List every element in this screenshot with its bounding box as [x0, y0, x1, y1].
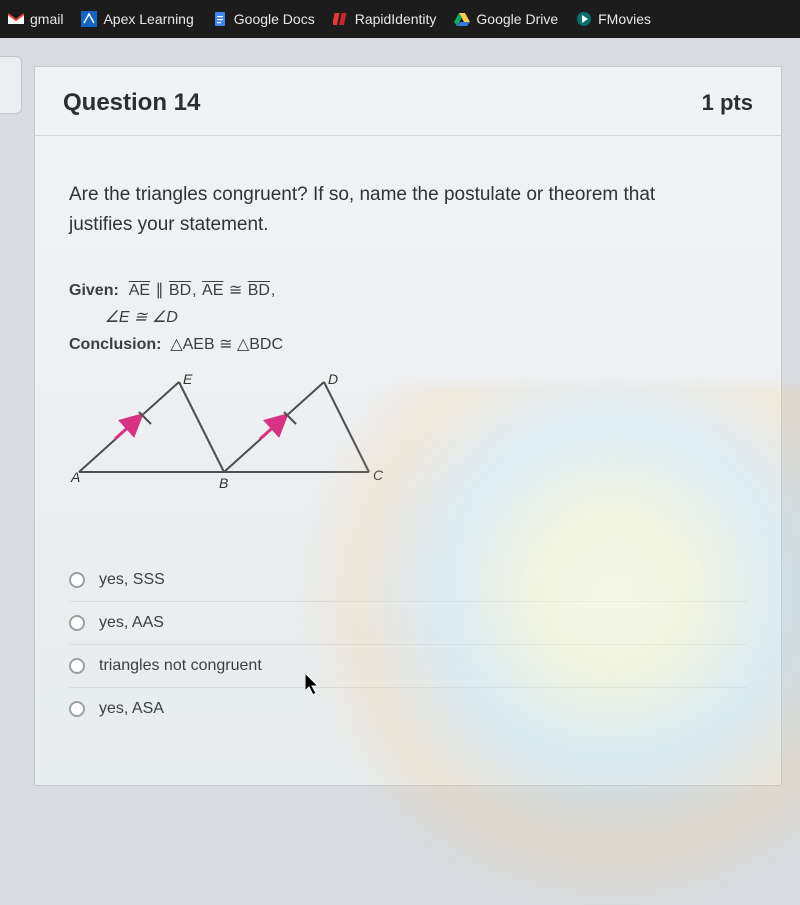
bookmark-gdrive[interactable]: Google Drive: [454, 11, 558, 27]
question-stem: Are the triangles congruent? If so, name…: [69, 180, 747, 241]
side-tab[interactable]: [0, 56, 22, 114]
radio-icon: [69, 615, 85, 631]
bookmark-gdocs[interactable]: Google Docs: [212, 11, 315, 27]
bookmark-apex[interactable]: Apex Learning: [81, 11, 193, 27]
option-asa[interactable]: yes, ASA: [69, 688, 747, 730]
radio-icon: [69, 658, 85, 674]
option-label: triangles not congruent: [99, 657, 262, 675]
cursor-icon: [305, 673, 323, 697]
question-header: Question 14 1 pts: [35, 67, 781, 136]
bookmark-label: Google Docs: [234, 11, 315, 27]
option-label: yes, AAS: [99, 614, 164, 632]
bookmark-gmail[interactable]: gmail: [8, 11, 63, 27]
bookmark-label: Google Drive: [476, 11, 558, 27]
answer-options: yes, SSS yes, AAS triangles not congruen…: [69, 559, 747, 730]
gdocs-icon: [212, 11, 228, 27]
svg-text:A: A: [70, 469, 80, 485]
apex-icon: [81, 11, 97, 27]
points-label: 1 pts: [702, 90, 753, 116]
bookmark-label: FMovies: [598, 11, 651, 27]
bookmark-label: Apex Learning: [103, 11, 193, 27]
option-aas[interactable]: yes, AAS: [69, 602, 747, 645]
option-label: yes, ASA: [99, 700, 164, 718]
bookmark-fmovies[interactable]: FMovies: [576, 11, 651, 27]
rapid-icon: [333, 11, 349, 27]
gdrive-icon: [454, 11, 470, 27]
option-sss[interactable]: yes, SSS: [69, 559, 747, 602]
radio-icon: [69, 701, 85, 717]
radio-icon: [69, 572, 85, 588]
svg-text:E: E: [183, 372, 193, 387]
svg-text:B: B: [219, 475, 228, 491]
gmail-icon: [8, 11, 24, 27]
option-not-congruent[interactable]: triangles not congruent: [69, 645, 747, 688]
option-label: yes, SSS: [99, 571, 165, 589]
triangles-diagram: A E B D C: [69, 372, 389, 492]
bookmarks-bar: gmail Apex Learning Google Docs RapidIde…: [0, 0, 800, 38]
bookmark-label: gmail: [30, 11, 63, 27]
bookmark-label: RapidIdentity: [355, 11, 437, 27]
svg-text:D: D: [328, 372, 338, 387]
given-block: Given: AE ∥ BD, AE ≅ BD, ∠E ≅ ∠D Conclus…: [69, 277, 747, 359]
question-title: Question 14: [63, 89, 200, 117]
question-body: Are the triangles congruent? If so, name…: [35, 136, 781, 750]
svg-text:C: C: [373, 467, 384, 483]
fmovies-icon: [576, 11, 592, 27]
bookmark-rapid[interactable]: RapidIdentity: [333, 11, 437, 27]
question-card: Question 14 1 pts Are the triangles cong…: [34, 66, 782, 786]
